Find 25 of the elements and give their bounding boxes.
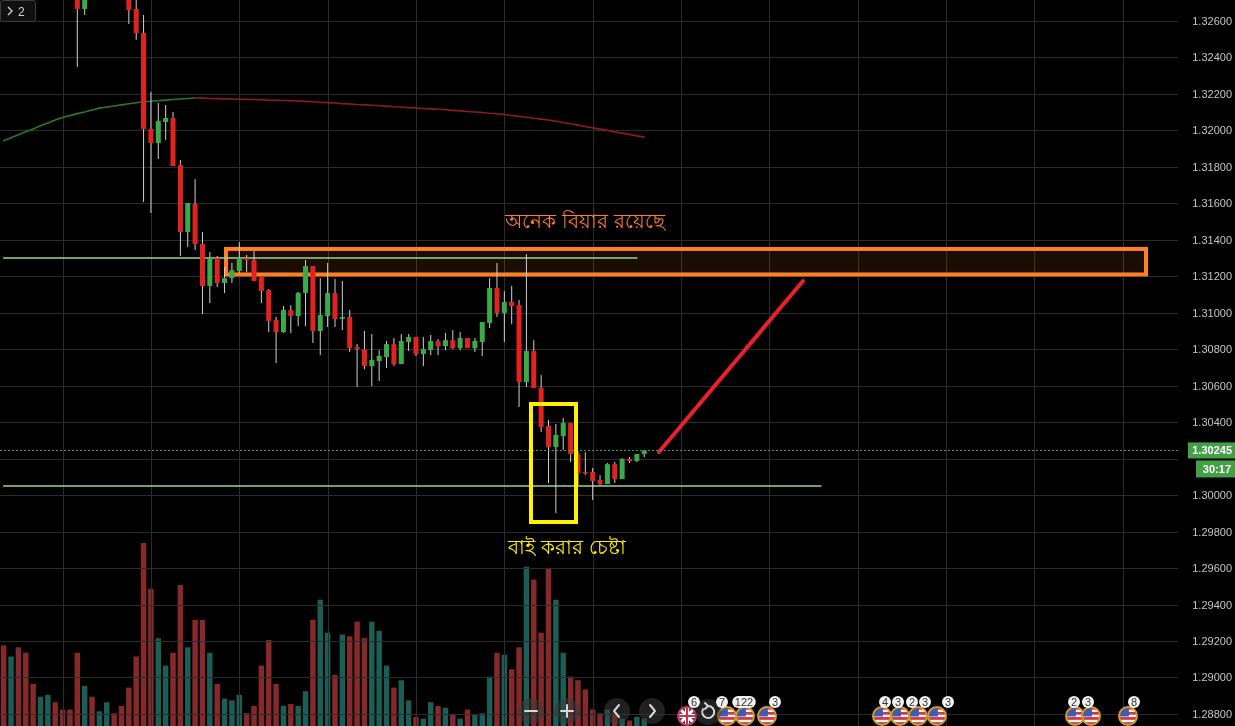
y-tick-label: 1.31200 — [1192, 270, 1232, 283]
y-tick-label: 1.32000 — [1192, 124, 1232, 137]
y-tick-label: 1.29000 — [1192, 671, 1232, 684]
y-tick-label: 1.30400 — [1192, 416, 1232, 429]
y-tick-label: 1.31000 — [1192, 306, 1232, 319]
y-tick-label: 1.29400 — [1192, 598, 1232, 611]
y-tick-label: 1.29800 — [1192, 525, 1232, 538]
y-tick-label: 1.32200 — [1192, 87, 1232, 100]
ref-line-label: 1.30245 — [1192, 444, 1232, 457]
annotation: 2 — [18, 4, 25, 19]
button-legend: 2 — [0, 0, 36, 22]
y-tick-label: 1.29600 — [1192, 562, 1232, 575]
y-tick-label: 1.31400 — [1192, 233, 1232, 246]
y-tick-label: 1.28800 — [1192, 707, 1232, 720]
y-tick-label: 1.32600 — [1192, 14, 1232, 27]
countdown: 30:17 — [1196, 460, 1235, 478]
y-tick-label: 1.31600 — [1192, 197, 1232, 210]
y-tick-label: 1.30600 — [1192, 379, 1232, 392]
band-label: অনেক বিয়ার রয়েছে — [505, 209, 665, 232]
y-tick-label: 1.30000 — [1192, 489, 1232, 502]
y-tick-label: 1.30800 — [1192, 343, 1232, 356]
y-tick-label: 1.29200 — [1192, 635, 1232, 648]
annotation: বাই করার চেষ্টা — [508, 536, 626, 558]
y-tick-label: 1.31800 — [1192, 160, 1232, 173]
y-tick-label: 1.32400 — [1192, 51, 1232, 64]
